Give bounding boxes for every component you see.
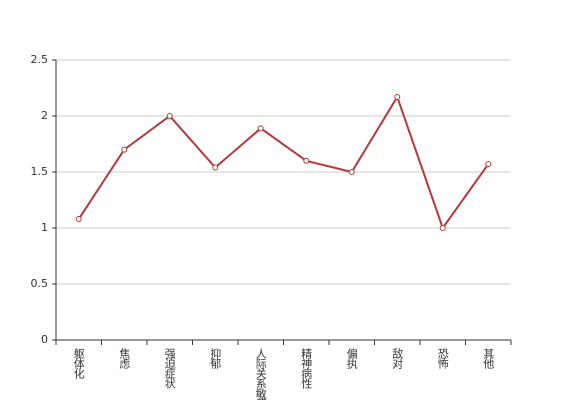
x-tick-label: 敌对	[391, 347, 404, 369]
x-tick-label: 强迫症状	[163, 348, 176, 389]
y-tick-label: 0.5	[31, 277, 49, 290]
point	[121, 146, 128, 153]
point	[303, 157, 310, 164]
x-tick-label: 躯体化	[72, 348, 85, 380]
x-tick-label: 偏执	[345, 347, 358, 370]
point	[75, 216, 82, 223]
y-tick-label: 2.5	[31, 53, 49, 66]
y-tick-label: 1	[41, 221, 48, 234]
point	[166, 113, 173, 119]
y-tick-label: 2	[41, 109, 48, 122]
point	[257, 125, 264, 132]
point	[348, 169, 355, 175]
point	[212, 164, 219, 171]
y-tick-label: 1.5	[31, 165, 49, 178]
x-tick-label: 恐怖	[436, 348, 449, 369]
point	[485, 161, 492, 168]
point	[439, 225, 446, 231]
x-tick-label: 人际关系敏感	[254, 348, 267, 400]
line	[77, 94, 490, 231]
x-tick-label: 抑郁	[209, 347, 222, 369]
x-tick-label: 其他	[482, 348, 495, 369]
x-tick-label: 焦虑	[118, 348, 131, 369]
x-tick-label: 精神病性	[300, 348, 313, 390]
point	[394, 93, 401, 100]
y-tick-label: 0	[41, 333, 48, 346]
